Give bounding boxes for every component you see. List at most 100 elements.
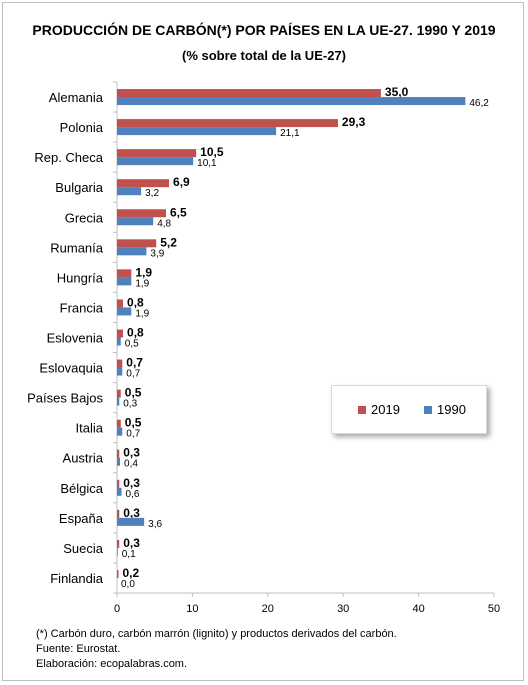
category-label: Grecia: [65, 210, 104, 225]
legend-item-2019: 2019: [358, 402, 400, 417]
footer: (*) Carbón duro, carbón marrón (lignito)…: [36, 627, 397, 672]
data-label-1990: 1,9: [135, 278, 149, 289]
category-label: Suecia: [63, 541, 104, 556]
bar-2019: [117, 359, 123, 368]
category-label: Rumanía: [50, 240, 104, 255]
legend: 2019 1990: [331, 385, 487, 434]
data-label-2019: 10,5: [200, 145, 224, 159]
chart-frame: [2, 2, 524, 681]
data-label-2019: 6,5: [170, 205, 187, 219]
footer-made-by: Elaboración: ecopalabras.com.: [36, 658, 188, 670]
category-label: Hungría: [57, 270, 104, 285]
x-tick-label: 0: [114, 603, 120, 615]
bar-2019: [117, 149, 197, 158]
bar-1990: [117, 457, 121, 466]
bar-1990: [117, 367, 123, 376]
data-label-1990: 0,0: [121, 579, 135, 590]
bar-2019: [117, 569, 119, 578]
data-label-1990: 3,9: [150, 248, 164, 259]
chart-subtitle: (% sobre total de la UE-27): [182, 48, 346, 63]
category-label: Bélgica: [60, 481, 103, 496]
category-label: Eslovaquia: [39, 361, 103, 376]
category-label: Finlandia: [50, 571, 104, 586]
bar-1990: [117, 547, 118, 556]
footer-note: (*) Carbón duro, carbón marrón (lignito)…: [36, 628, 397, 640]
x-tick-label: 10: [186, 603, 198, 615]
bar-2019: [117, 299, 124, 308]
data-label-1990: 0,6: [126, 489, 140, 500]
data-label-2019: 0,5: [125, 416, 142, 430]
bar-2019: [117, 539, 120, 548]
category-label: Alemania: [49, 90, 104, 105]
category-label: Francia: [60, 300, 104, 315]
bar-1990: [117, 97, 466, 106]
bar-2019: [117, 269, 132, 278]
category-label: Bulgaria: [55, 180, 103, 195]
data-label-2019: 0,3: [123, 476, 140, 490]
data-label-1990: 3,6: [148, 519, 162, 530]
footer-source: Fuente: Eurostat.: [36, 643, 121, 655]
x-tick-label: 20: [262, 603, 274, 615]
x-tick-label: 40: [412, 603, 424, 615]
bar-1990: [117, 217, 154, 226]
data-label-1990: 1,9: [135, 308, 149, 319]
bar-2019: [117, 419, 121, 428]
bar-2019: [117, 449, 120, 458]
legend-label-1990: 1990: [437, 402, 466, 417]
bar-1990: [117, 337, 121, 346]
data-label-1990: 4,8: [157, 218, 171, 229]
legend-item-1990: 1990: [424, 402, 466, 417]
category-label: Austria: [63, 451, 104, 466]
data-label-1990: 0,1: [122, 549, 136, 560]
bar-2019: [117, 509, 120, 518]
data-label-1990: 0,5: [125, 339, 139, 350]
data-label-1990: 0,3: [123, 399, 137, 410]
bar-2019: [117, 389, 121, 398]
bar-1990: [117, 517, 145, 526]
data-label-1990: 21,1: [280, 128, 300, 139]
data-label-2019: 29,3: [342, 115, 366, 129]
bar-2019: [117, 119, 338, 128]
data-label-2019: 0,7: [126, 356, 143, 370]
category-label: España: [59, 511, 104, 526]
bar-1990: [117, 487, 122, 496]
category-label: Polonia: [60, 120, 104, 135]
bar-2019: [117, 479, 120, 488]
bar-2019: [117, 329, 124, 338]
data-label-1990: 10,1: [197, 158, 217, 169]
bar-1990: [117, 427, 123, 436]
category-label: Eslovenia: [47, 331, 104, 346]
data-label-1990: 0,4: [124, 459, 138, 470]
bar-1990: [117, 277, 132, 286]
data-label-2019: 6,9: [173, 175, 190, 189]
data-label-2019: 35,0: [385, 85, 409, 99]
bar-2019: [117, 179, 170, 188]
legend-label-2019: 2019: [371, 402, 400, 417]
data-label-2019: 0,2: [123, 566, 140, 580]
bar-1990: [117, 397, 120, 406]
legend-swatch-2019: [358, 405, 366, 414]
data-label-1990: 0,7: [126, 369, 140, 380]
category-label: Italia: [76, 421, 104, 436]
data-label-2019: 0,8: [127, 295, 144, 309]
bar-1990: [117, 187, 142, 196]
bar-2019: [117, 209, 167, 218]
bar-2019: [117, 89, 381, 98]
data-label-2019: 0,5: [125, 386, 142, 400]
data-label-1990: 46,2: [469, 98, 489, 109]
data-label-2019: 1,9: [135, 265, 152, 279]
data-label-2019: 0,3: [123, 506, 140, 520]
x-tick-label: 50: [488, 603, 500, 615]
bar-1990: [117, 247, 147, 256]
x-tick-label: 30: [337, 603, 349, 615]
bar-1990: [117, 157, 194, 166]
data-label-1990: 3,2: [145, 188, 159, 199]
chart-title: PRODUCCIÓN DE CARBÓN(*) POR PAÍSES EN LA…: [32, 22, 496, 38]
data-label-2019: 0,8: [127, 326, 144, 340]
category-label: Rep. Checa: [34, 150, 103, 165]
bar-1990: [117, 127, 277, 136]
data-label-2019: 0,3: [123, 536, 140, 550]
bar-2019: [117, 239, 157, 248]
data-label-2019: 5,2: [160, 235, 177, 249]
data-label-2019: 0,3: [123, 446, 140, 460]
